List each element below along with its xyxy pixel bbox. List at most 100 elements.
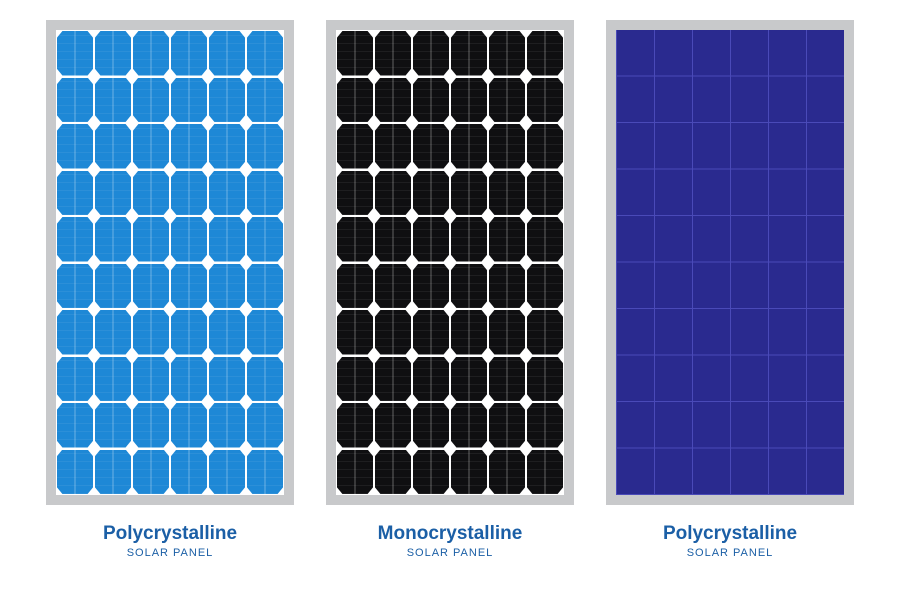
solar-cell [56,216,94,263]
solar-cell [526,449,564,496]
solar-cell [526,30,564,77]
solar-cell [450,170,488,217]
panel-caption: Monocrystalline SOLAR PANEL [378,523,523,559]
solar-cell [56,123,94,170]
solar-cell [450,449,488,496]
solar-cell [246,170,284,217]
panel-caption: Polycrystalline SOLAR PANEL [103,523,237,559]
solar-cell [94,402,132,449]
solar-cell [450,77,488,124]
solar-cell [170,123,208,170]
solar-cell [488,77,526,124]
solar-cell [246,30,284,77]
solar-cell [208,123,246,170]
solar-cell [94,309,132,356]
solar-cell [336,449,374,496]
solar-cell [526,402,564,449]
solar-cell [488,30,526,77]
solar-cell [132,170,170,217]
solar-cell [246,263,284,310]
solar-cell [374,170,412,217]
panel-frame [46,20,294,505]
solar-cell [336,356,374,403]
solar-cell [246,309,284,356]
solar-cell [56,170,94,217]
solar-cell [246,449,284,496]
solar-cell [208,356,246,403]
solar-cell [56,356,94,403]
solar-cell [374,402,412,449]
solar-cell [208,402,246,449]
solar-cell [374,356,412,403]
solar-cell [208,263,246,310]
solar-cell [526,309,564,356]
solar-cell [450,123,488,170]
solar-cell [94,216,132,263]
solar-cell [450,216,488,263]
solar-cell [94,263,132,310]
solar-cell [450,402,488,449]
solar-cell [208,170,246,217]
solar-cell [246,77,284,124]
solar-cell [488,123,526,170]
solar-cell [208,77,246,124]
solar-cell [412,170,450,217]
solar-cell [208,309,246,356]
solar-cell [450,263,488,310]
panel-subtitle: SOLAR PANEL [378,547,523,559]
solar-cell [526,356,564,403]
solar-cell [170,356,208,403]
solar-cell [526,216,564,263]
solar-cell [132,123,170,170]
solar-cell [526,263,564,310]
solar-cell [56,449,94,496]
solar-cell [412,356,450,403]
solar-cell [56,263,94,310]
solar-cell [412,309,450,356]
solar-cell [488,402,526,449]
solar-cell [56,309,94,356]
solar-cell [170,402,208,449]
solar-cell [246,216,284,263]
panel-monocrystalline-black: Monocrystalline SOLAR PANEL [323,20,578,559]
solar-cell [336,30,374,77]
solar-cell [336,170,374,217]
solar-cell [56,402,94,449]
solar-cell [132,356,170,403]
solar-cell [374,30,412,77]
solar-cell [450,309,488,356]
solar-cell [488,449,526,496]
solar-cell [374,309,412,356]
solar-cell [94,449,132,496]
solar-cell [170,263,208,310]
solar-cell [170,449,208,496]
panel-title: Polycrystalline [663,523,797,545]
panel-frame [606,20,854,505]
solar-cell [450,356,488,403]
solar-cell [132,216,170,263]
panel-grid [336,30,564,495]
solar-cell [170,170,208,217]
solar-cell [412,77,450,124]
solar-cell [132,449,170,496]
solar-cell [488,170,526,217]
solar-cell [412,402,450,449]
solar-cell [132,309,170,356]
solar-cell [132,263,170,310]
solar-cell [336,263,374,310]
panel-caption: Polycrystalline SOLAR PANEL [663,523,797,559]
solar-cell [526,170,564,217]
solar-cell [336,123,374,170]
panel-subtitle: SOLAR PANEL [103,547,237,559]
solar-cell [374,77,412,124]
solar-cell [374,449,412,496]
solar-cell [208,216,246,263]
panel-polycrystalline-navy: Polycrystalline SOLAR PANEL [603,20,858,559]
panel-title: Polycrystalline [103,523,237,545]
solar-cell [336,216,374,263]
solar-cell [208,449,246,496]
solar-cell [336,402,374,449]
solar-cell [412,123,450,170]
solar-cell [246,356,284,403]
solar-cell [336,309,374,356]
